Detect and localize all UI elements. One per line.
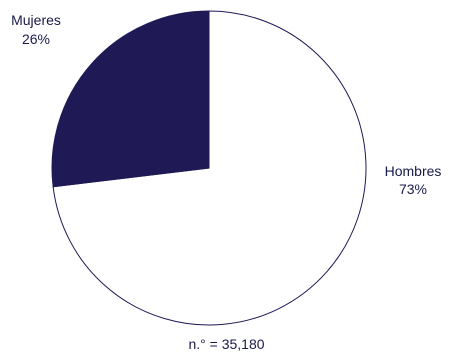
pie-slice-hombres: [52, 10, 367, 326]
slice-label-hombres-name: Hombres: [385, 163, 442, 179]
slice-label-mujeres-name: Mujeres: [11, 12, 61, 28]
pie-labels: Hombres 73% Mujeres 26%: [11, 12, 441, 197]
sample-size-note: n.° = 35,180: [188, 336, 265, 352]
pie-slice-mujeres: [51, 10, 210, 188]
pie-slices: [51, 10, 367, 326]
slice-label-hombres-percent: 73%: [399, 181, 427, 197]
slice-label-mujeres-percent: 26%: [22, 31, 50, 47]
